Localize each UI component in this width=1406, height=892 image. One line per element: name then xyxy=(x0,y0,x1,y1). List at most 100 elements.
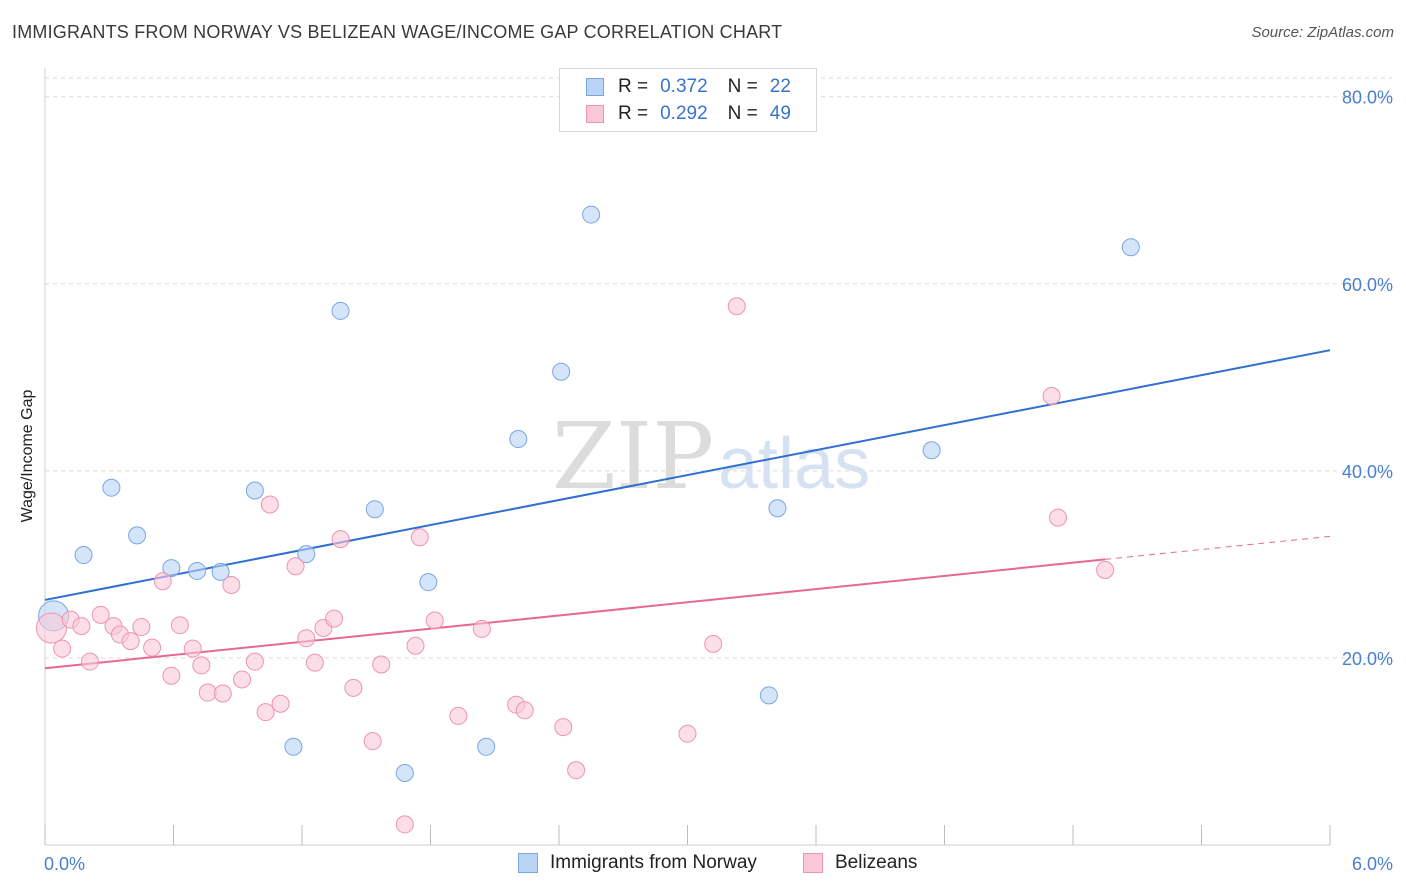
point-belizeans-35 xyxy=(410,528,429,547)
point-belizeans-5 xyxy=(91,605,110,624)
source-label: Source: ZipAtlas.com xyxy=(1251,24,1394,41)
x-tick-label-min: 0.0% xyxy=(44,854,85,874)
point-norway-8 xyxy=(284,737,303,756)
point-belizeans-1 xyxy=(53,639,72,658)
point-belizeans-3 xyxy=(72,617,91,636)
point-belizeans-12 xyxy=(162,666,181,685)
y-tick-label-40: 40.0% xyxy=(1342,462,1393,482)
point-belizeans-42 xyxy=(567,761,586,780)
axes xyxy=(44,68,1331,846)
point-belizeans-21 xyxy=(256,703,275,722)
point-belizeans-31 xyxy=(363,732,382,751)
y-tick-label-60: 60.0% xyxy=(1342,275,1393,295)
point-belizeans-48 xyxy=(1096,561,1115,580)
point-norway-13 xyxy=(419,573,438,592)
point-norway-4 xyxy=(162,559,181,578)
point-norway-1 xyxy=(74,546,93,565)
point-belizeans-33 xyxy=(395,815,414,834)
chart-title: IMMIGRANTS FROM NORWAY VS BELIZEAN WAGE/… xyxy=(12,22,783,42)
point-norway-17 xyxy=(582,205,601,224)
legend-r-label: R = xyxy=(618,103,649,124)
legend-n-value-belizeans: 49 xyxy=(769,103,791,124)
point-norway-15 xyxy=(509,430,528,449)
point-norway-16 xyxy=(552,362,571,381)
bottom-legend-norway[interactable]: Immigrants from Norway xyxy=(518,852,757,874)
point-belizeans-15 xyxy=(192,656,211,675)
point-belizeans-37 xyxy=(449,706,468,725)
point-belizeans-26 xyxy=(305,653,324,672)
watermark: ZIP atlas xyxy=(552,403,870,510)
legend-swatch-belizeans xyxy=(586,105,604,123)
point-belizeans-14 xyxy=(183,639,202,658)
point-belizeans-38 xyxy=(472,619,491,638)
y-tick-label-20: 20.0% xyxy=(1342,649,1393,669)
legend: R = 0.372 N = 22 R = 0.292 N = 49 xyxy=(559,68,817,132)
point-belizeans-0 xyxy=(35,612,67,644)
point-belizeans-40 xyxy=(515,701,534,720)
point-norway-14 xyxy=(477,737,496,756)
point-belizeans-17 xyxy=(213,684,232,703)
point-norway-20 xyxy=(922,441,941,460)
point-norway-19 xyxy=(768,499,787,518)
point-belizeans-23 xyxy=(271,694,290,713)
point-norway-18 xyxy=(759,686,778,705)
watermark-zip: ZIP xyxy=(552,403,714,510)
point-norway-7 xyxy=(245,481,264,500)
bottom-legend-swatch-belizeans xyxy=(803,853,823,873)
x-tick-label-max: 6.0% xyxy=(1352,854,1393,874)
point-belizeans-11 xyxy=(153,572,172,591)
point-norway-5 xyxy=(188,561,207,580)
tick-labels: 20.0% 40.0% 60.0% 80.0% 0.0% 6.0% xyxy=(44,88,1393,874)
point-norway-2 xyxy=(102,478,121,497)
point-belizeans-29 xyxy=(331,530,350,549)
point-belizeans-34 xyxy=(406,636,425,655)
trend-line-dashed-1 xyxy=(1105,535,1331,560)
point-belizeans-44 xyxy=(704,634,723,653)
point-belizeans-32 xyxy=(372,655,391,674)
point-belizeans-43 xyxy=(678,724,697,743)
point-belizeans-9 xyxy=(132,618,151,637)
point-belizeans-28 xyxy=(325,609,344,628)
point-belizeans-36 xyxy=(425,611,444,630)
point-belizeans-8 xyxy=(121,632,140,651)
y-tick-label-80: 80.0% xyxy=(1342,88,1393,108)
trend-lines xyxy=(44,349,1331,670)
point-belizeans-19 xyxy=(233,670,252,689)
bottom-legend-belizeans[interactable]: Belizeans xyxy=(803,852,917,874)
point-norway-10 xyxy=(331,301,350,320)
point-norway-3 xyxy=(128,526,147,545)
data-points xyxy=(35,205,1140,834)
point-belizeans-47 xyxy=(1049,508,1068,527)
point-belizeans-22 xyxy=(260,495,279,514)
legend-row-belizeans: R = 0.292 N = 49 xyxy=(586,101,791,127)
trend-line-0 xyxy=(44,349,1331,601)
point-belizeans-41 xyxy=(554,718,573,737)
point-norway-9 xyxy=(297,545,316,564)
legend-r-label: R = xyxy=(618,76,649,97)
point-belizeans-16 xyxy=(198,683,217,702)
legend-r-value-norway: 0.372 xyxy=(660,76,708,97)
point-belizeans-13 xyxy=(170,616,189,635)
point-norway-12 xyxy=(395,763,414,782)
point-belizeans-24 xyxy=(286,557,305,576)
point-belizeans-25 xyxy=(297,629,316,648)
point-belizeans-46 xyxy=(1042,387,1061,406)
point-belizeans-30 xyxy=(344,678,363,697)
gridlines xyxy=(45,77,1392,659)
bottom-legend-label-belizeans: Belizeans xyxy=(835,852,918,873)
legend-n-value-norway: 22 xyxy=(769,76,791,97)
legend-n-label: N = xyxy=(727,76,758,97)
point-belizeans-10 xyxy=(143,638,162,657)
point-norway-11 xyxy=(365,500,384,519)
legend-row-norway: R = 0.372 N = 22 xyxy=(586,74,791,100)
point-belizeans-45 xyxy=(727,297,746,316)
point-belizeans-20 xyxy=(245,652,264,671)
legend-r-value-belizeans: 0.292 xyxy=(660,103,708,124)
bottom-legend-label-norway: Immigrants from Norway xyxy=(550,852,757,873)
legend-n-label: N = xyxy=(727,103,758,124)
bottom-legend-swatch-norway xyxy=(518,853,538,873)
legend-swatch-norway xyxy=(586,78,604,96)
point-norway-21 xyxy=(1121,238,1140,257)
point-belizeans-18 xyxy=(222,575,241,594)
